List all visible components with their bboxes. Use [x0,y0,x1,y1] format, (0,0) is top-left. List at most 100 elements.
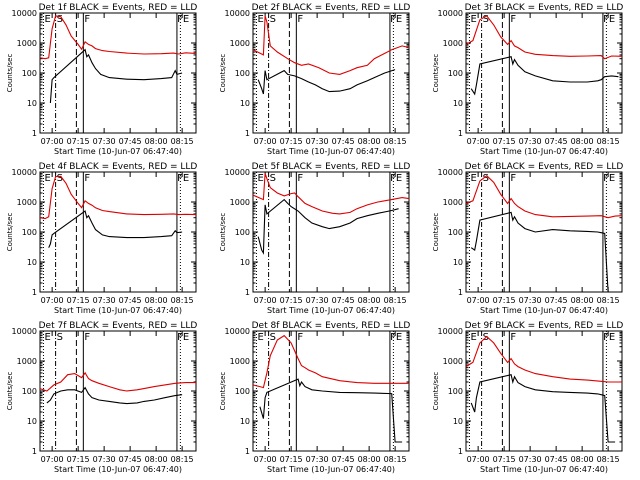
x-tick-label: 08:15 [597,296,620,305]
y-tick-label: 100 [235,228,250,237]
x-tick-label: 07:00 [41,296,64,305]
x-tick-label: 07:00 [41,137,64,146]
plot-frame [39,12,197,134]
y-tick-label: 100 [448,228,463,237]
x-tick-label: 07:15 [493,455,516,464]
y-tick-label: 10000 [225,168,250,177]
y-tick-label: 1000 [230,39,250,48]
y-tick-label: 10000 [12,9,37,18]
series-black [257,198,399,255]
x-tick-label: 08:00 [145,455,168,464]
marker-label-fe: FE [603,173,615,184]
y-tick-label: 10 [453,258,463,267]
series-black [470,211,616,293]
y-axis-label: Counts/sec [6,54,14,93]
y-tick-label: 10 [453,99,463,108]
x-tick-label: 07:15 [493,296,516,305]
x-axis-label: Start Time (10-Jun-07 06:47:40) [267,465,395,474]
x-tick-label: 07:45 [545,455,568,464]
panel-4: Det 4f BLACK = Events, RED = LLD 1 10 100 10… [6,162,197,315]
y-axis-label: Counts/sec [219,54,227,93]
y-tick-label: 1 [458,288,463,297]
y-tick-label: 1000 [443,39,463,48]
x-tick-label: 07:15 [280,455,303,464]
y-tick-label: 1000 [230,198,250,207]
marker-label-f: F [297,332,303,343]
x-tick-label: 07:45 [119,455,142,464]
marker-label-f: F [510,173,516,184]
panel-9: Det 9f BLACK = Events, RED = LLD 1 10 100 10… [432,321,623,474]
marker-label-e: E [470,332,476,343]
x-tick-label: 08:00 [571,455,594,464]
y-tick-label: 1 [245,288,250,297]
series-red [39,15,197,60]
plot-frame [465,12,623,134]
y-tick-label: 1000 [230,357,250,366]
marker-label-fe: FE [390,332,402,343]
x-tick-label: 07:45 [119,296,142,305]
x-tick-label: 07:30 [93,137,116,146]
panel-title: Det 4f BLACK = Events, RED = LLD [39,162,198,172]
panel-3: Det 3f BLACK = Events, RED = LLD 1 10 100 10… [432,3,623,156]
y-tick-label: 1 [32,288,37,297]
x-tick-label: 07:45 [332,137,355,146]
series-red [252,15,410,75]
x-tick-label: 08:00 [571,137,594,146]
x-tick-label: 07:15 [67,296,90,305]
x-tick-label: 07:45 [119,137,142,146]
series-black [46,386,183,405]
x-axis-label: Start Time (10-Jun-07 06:47:40) [54,465,182,474]
series-black [259,378,403,443]
y-tick-label: 1 [32,129,37,138]
x-tick-label: 08:00 [358,296,381,305]
y-tick-label: 100 [22,228,37,237]
marker-label-f: F [297,14,303,25]
x-tick-label: 08:00 [145,137,168,146]
marker-label-fe: FE [390,14,402,25]
x-tick-label: 08:15 [597,137,620,146]
marker-label-s: S [270,332,276,343]
plot-frame [252,171,410,293]
y-tick-label: 1000 [17,198,37,207]
series-red [465,174,623,219]
panel-title: Det 1f BLACK = Events, RED = LLD [39,3,198,13]
y-tick-label: 1 [458,447,463,456]
marker-label-e: E [257,332,263,343]
x-tick-label: 08:15 [171,455,194,464]
marker-label-s: S [483,14,489,25]
y-tick-label: 10 [240,99,250,108]
marker-label-fe: FE [177,14,189,25]
marker-label-e: E [44,332,50,343]
panel-title: Det 6f BLACK = Events, RED = LLD [465,162,624,172]
y-axis-label: Counts/sec [432,213,440,252]
x-axis-label: Start Time (10-Jun-07 06:47:40) [54,306,182,315]
x-tick-label: 07:00 [467,455,490,464]
x-tick-label: 07:15 [67,455,90,464]
x-tick-label: 08:15 [171,296,194,305]
x-tick-label: 07:45 [332,296,355,305]
x-tick-label: 07:15 [280,296,303,305]
x-tick-label: 08:00 [571,296,594,305]
marker-label-fe: FE [603,14,615,25]
x-tick-label: 08:00 [145,296,168,305]
x-tick-label: 07:45 [332,455,355,464]
x-tick-label: 07:00 [254,296,277,305]
x-tick-label: 07:45 [545,296,568,305]
y-tick-label: 10 [27,99,37,108]
y-tick-label: 100 [22,387,37,396]
x-tick-label: 07:00 [41,455,64,464]
marker-label-fe: FE [603,332,615,343]
x-axis-label: Start Time (10-Jun-07 06:47:40) [267,147,395,156]
y-tick-label: 1000 [17,39,37,48]
marker-label-fe: FE [390,173,402,184]
panel-title: Det 8f BLACK = Events, RED = LLD [252,321,411,331]
x-tick-label: 07:00 [467,296,490,305]
x-tick-label: 08:15 [384,137,407,146]
panel-title: Det 5f BLACK = Events, RED = LLD [252,162,411,172]
marker-label-fe: FE [177,173,189,184]
y-tick-label: 10000 [12,327,37,336]
series-red [252,334,409,389]
marker-label-e: E [257,14,263,25]
marker-label-fe: FE [177,332,189,343]
